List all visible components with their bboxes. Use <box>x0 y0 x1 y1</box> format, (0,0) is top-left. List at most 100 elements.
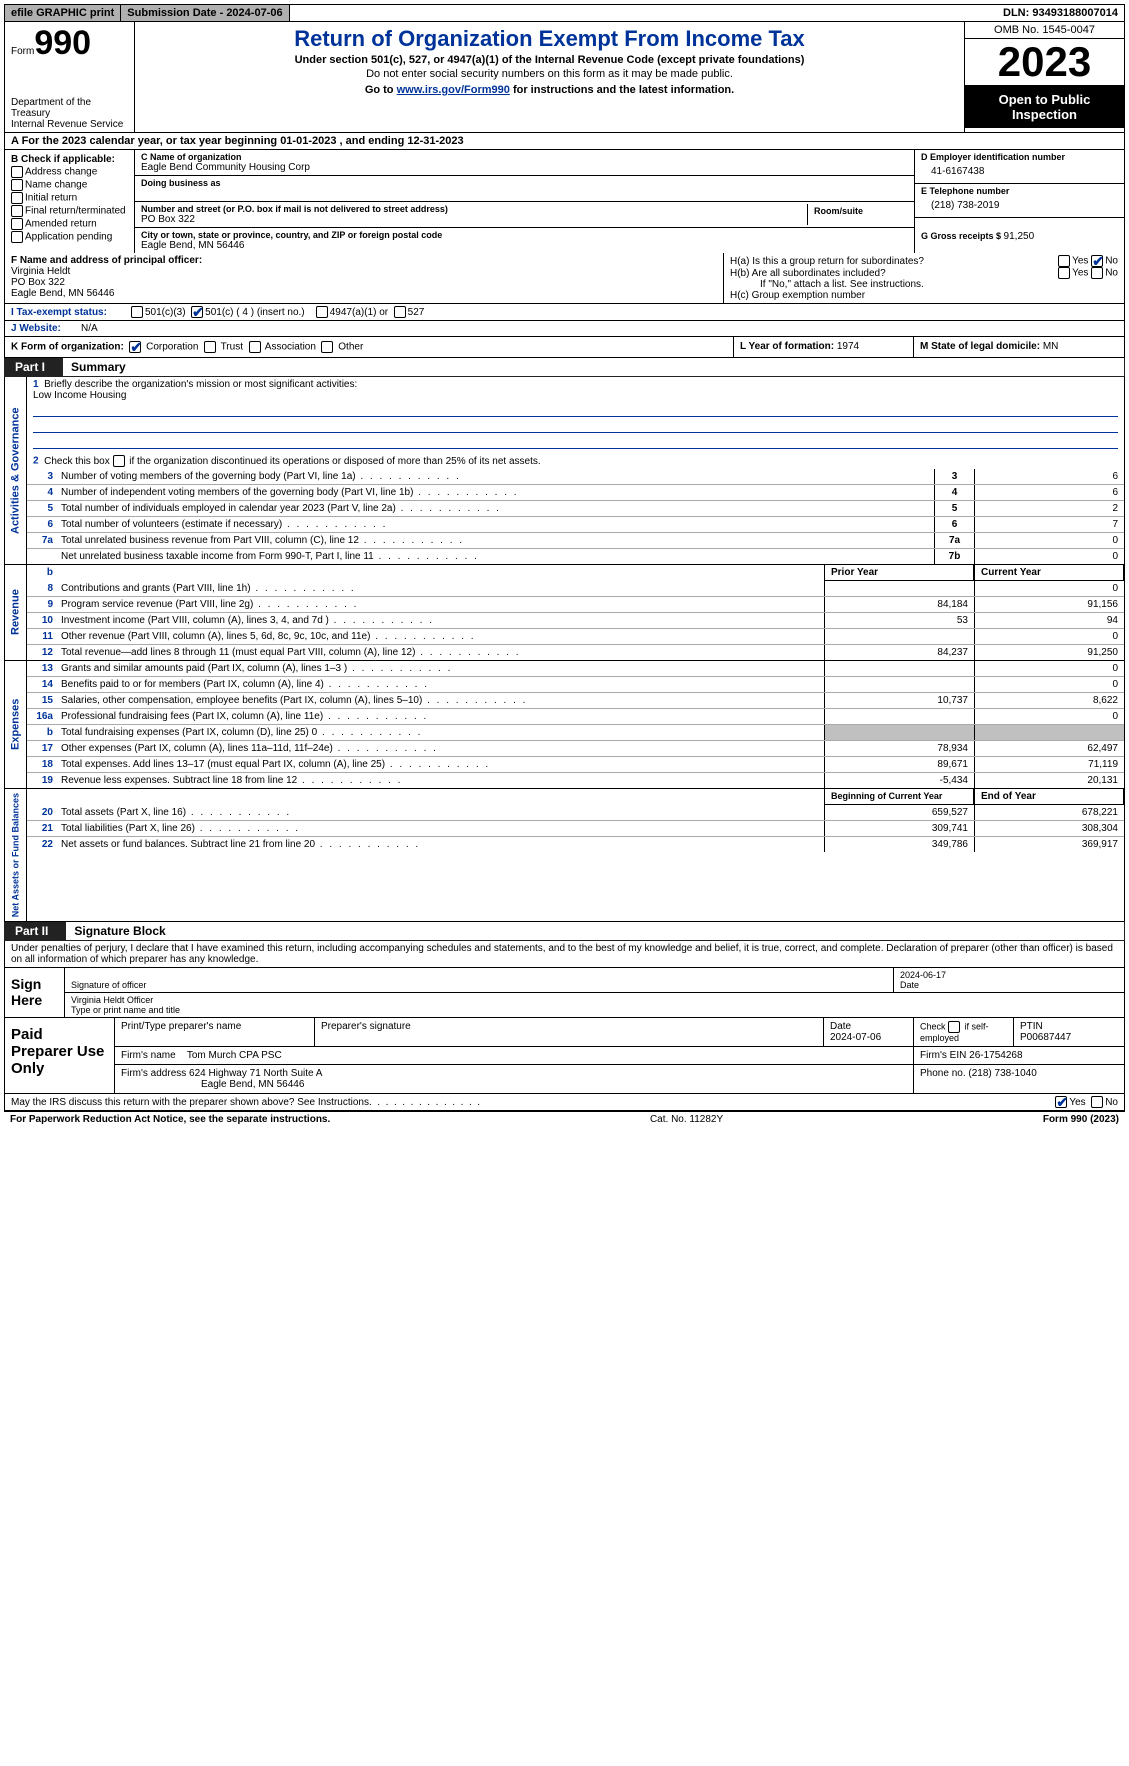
line-desc: Revenue less expenses. Subtract line 18 … <box>57 773 824 788</box>
addr1-val: 624 Highway 71 North Suite A <box>189 1068 322 1079</box>
ein-value: 41-6167438 <box>921 162 1118 181</box>
col-c: C Name of organization Eagle Bend Commun… <box>135 150 914 253</box>
opt-address-change: Address change <box>11 166 128 178</box>
checkbox-icon[interactable] <box>11 218 23 230</box>
line-desc: Total expenses. Add lines 13–17 (must eq… <box>57 757 824 772</box>
line-val: 0 <box>974 549 1124 564</box>
line-desc: Total fundraising expenses (Part IX, col… <box>57 725 824 740</box>
sign-here-label: Sign Here <box>5 968 65 1017</box>
org-name-label: C Name of organization <box>141 152 908 162</box>
curr-val: 91,156 <box>974 597 1124 612</box>
line-numcell: 7b <box>934 549 974 564</box>
spacer <box>27 789 57 805</box>
opt-amended: Amended return <box>11 218 128 230</box>
sign-here-block: Sign Here Signature of officer 2024-06-1… <box>4 968 1125 1018</box>
checkbox-icon[interactable] <box>316 306 328 318</box>
line-num: 4 <box>27 485 57 500</box>
phone-val: (218) 738-1040 <box>968 1068 1036 1079</box>
l-value: 1974 <box>837 341 859 352</box>
paperwork-notice: For Paperwork Reduction Act Notice, see … <box>10 1114 330 1125</box>
addr-lab: Firm's address <box>121 1068 186 1079</box>
checkbox-checked-icon[interactable] <box>191 306 203 318</box>
dba-cell: Doing business as <box>135 176 914 202</box>
checkbox-icon[interactable] <box>113 455 125 467</box>
summary-line: 11 Other revenue (Part VIII, column (A),… <box>27 628 1124 644</box>
cat-no: Cat. No. 11282Y <box>650 1114 723 1125</box>
gross-cell: G Gross receipts $ 91,250 <box>915 218 1124 244</box>
curr-val: 94 <box>974 613 1124 628</box>
checkbox-icon[interactable] <box>394 306 406 318</box>
summary-line: 16a Professional fundraising fees (Part … <box>27 708 1124 724</box>
checkbox-checked-icon[interactable] <box>129 341 141 353</box>
m-value: MN <box>1043 341 1059 352</box>
line-desc: Investment income (Part VIII, column (A)… <box>57 613 824 628</box>
j-label: J Website: <box>11 323 81 334</box>
line-val: 2 <box>974 501 1124 516</box>
opt-trust: Trust <box>221 342 243 353</box>
ptin-lab: PTIN <box>1020 1021 1043 1032</box>
checkbox-icon[interactable] <box>321 341 333 353</box>
line-num: 21 <box>27 821 57 836</box>
line-num: 18 <box>27 757 57 772</box>
checkbox-icon[interactable] <box>204 341 216 353</box>
summary-net-assets: Net Assets or Fund Balances Beginning of… <box>4 789 1125 922</box>
checkbox-icon[interactable] <box>948 1021 960 1033</box>
opt-527: 527 <box>408 307 425 318</box>
curr-val: 0 <box>974 581 1124 596</box>
dln: DLN: 93493188007014 <box>997 5 1124 21</box>
line-desc: Total assets (Part X, line 16) <box>57 805 824 820</box>
discuss-q: May the IRS discuss this return with the… <box>11 1097 1055 1108</box>
checkbox-icon[interactable] <box>1058 255 1070 267</box>
line-num: 13 <box>27 661 57 676</box>
form-goto: Go to www.irs.gov/Form990 for instructio… <box>143 84 956 96</box>
header-left: Form990 Department of the Treasury Inter… <box>5 22 135 132</box>
checkbox-icon[interactable] <box>249 341 261 353</box>
line-desc: Other revenue (Part VIII, column (A), li… <box>57 629 824 644</box>
line-numcell: 4 <box>934 485 974 500</box>
prior-val: 84,184 <box>824 597 974 612</box>
b-label: b <box>27 565 57 581</box>
checkbox-icon[interactable] <box>1091 1096 1103 1108</box>
checkbox-icon[interactable] <box>131 306 143 318</box>
col-d: D Employer identification number 41-6167… <box>914 150 1124 253</box>
checkbox-icon[interactable] <box>11 192 23 204</box>
mission-text: Low Income Housing <box>33 390 1118 401</box>
line-desc: Net unrelated business taxable income fr… <box>57 549 934 564</box>
form-990-page: efile GRAPHIC print Submission Date - 20… <box>0 0 1129 1131</box>
q1-label: Briefly describe the organization's miss… <box>44 379 357 390</box>
checkbox-icon[interactable] <box>11 166 23 178</box>
line-val: 6 <box>974 485 1124 500</box>
checkbox-icon[interactable] <box>11 205 23 217</box>
checkbox-icon[interactable] <box>11 179 23 191</box>
sig-date-val: 2024-06-17 <box>900 970 946 980</box>
checkbox-icon[interactable] <box>1091 267 1103 279</box>
line-desc: Salaries, other compensation, employee b… <box>57 693 824 708</box>
form-word: Form <box>11 46 34 57</box>
irs-link[interactable]: www.irs.gov/Form990 <box>397 84 510 96</box>
prep-self-emp: Check if self-employed <box>914 1018 1014 1046</box>
curr-val: 0 <box>974 661 1124 676</box>
prior-val: 78,934 <box>824 741 974 756</box>
sig-name: Virginia Heldt Officer <box>71 995 153 1005</box>
sig-label: Signature of officer <box>71 980 146 990</box>
curr-val: 369,917 <box>974 837 1124 852</box>
no-label: No <box>1105 1097 1118 1108</box>
curr-val: 8,622 <box>974 693 1124 708</box>
sig-officer: Signature of officer <box>65 968 894 992</box>
firm-val: Tom Murch CPA PSC <box>187 1050 282 1061</box>
opt-label: Final return/terminated <box>25 206 126 217</box>
checkbox-icon[interactable] <box>1058 267 1070 279</box>
checkbox-icon[interactable] <box>11 231 23 243</box>
opt-name-change: Name change <box>11 179 128 191</box>
line-desc: Total number of volunteers (estimate if … <box>57 517 934 532</box>
underline <box>33 435 1118 449</box>
sidebar-expenses: Expenses <box>5 661 27 788</box>
curr-val: 678,221 <box>974 805 1124 820</box>
checkbox-checked-icon[interactable] <box>1055 1096 1067 1108</box>
line-num: 8 <box>27 581 57 596</box>
goto-pre: Go to <box>365 84 397 96</box>
ptin-val: P00687447 <box>1020 1032 1071 1043</box>
k-label: K Form of organization: <box>11 342 124 353</box>
checkbox-checked-icon[interactable] <box>1091 255 1103 267</box>
city-label: City or town, state or province, country… <box>141 230 908 240</box>
